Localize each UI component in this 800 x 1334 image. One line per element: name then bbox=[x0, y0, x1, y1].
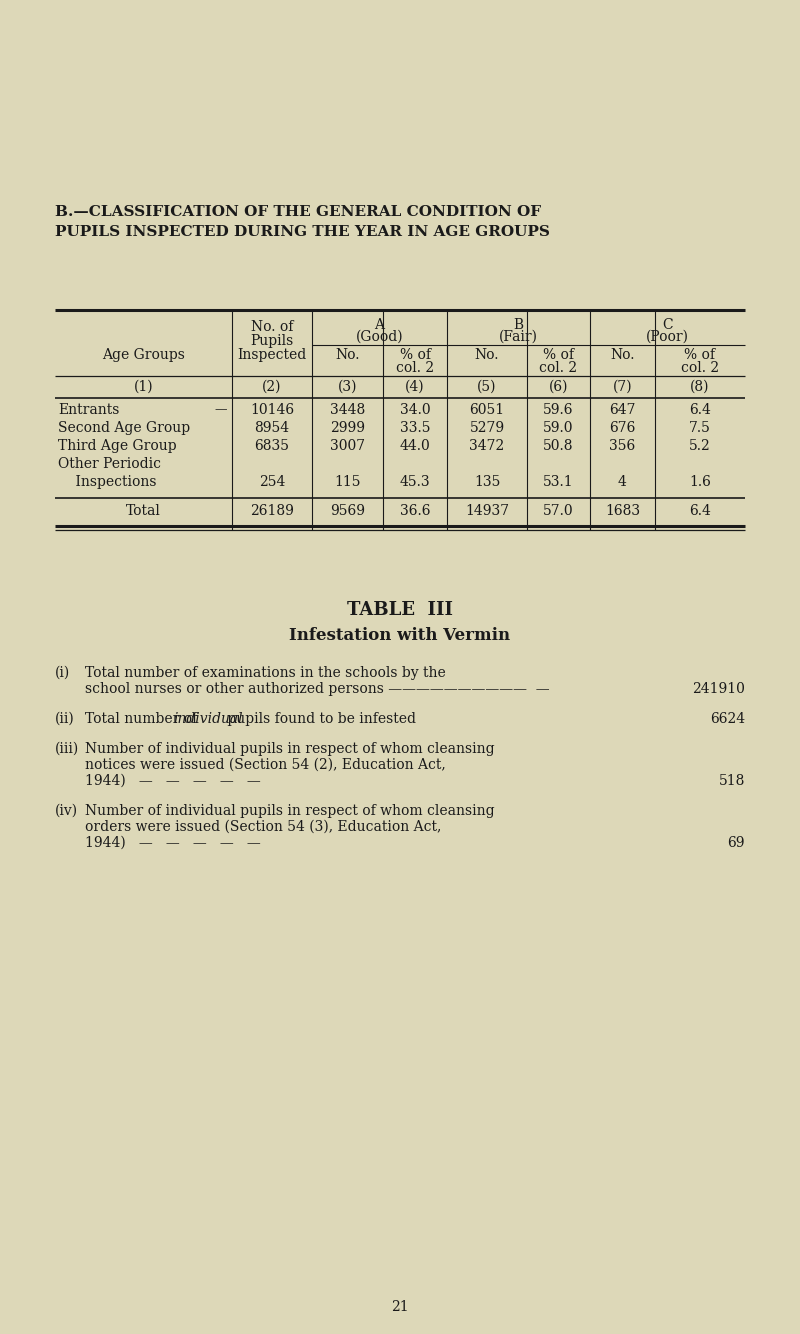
Text: Total: Total bbox=[126, 504, 161, 518]
Text: 4: 4 bbox=[618, 475, 627, 490]
Text: 241910: 241910 bbox=[692, 682, 745, 696]
Text: 59.6: 59.6 bbox=[543, 403, 574, 418]
Text: B: B bbox=[514, 317, 523, 332]
Text: 59.0: 59.0 bbox=[543, 422, 574, 435]
Text: notices were issued (Section 54 (2), Education Act,: notices were issued (Section 54 (2), Edu… bbox=[85, 758, 446, 772]
Text: (ii): (ii) bbox=[55, 712, 74, 726]
Text: 53.1: 53.1 bbox=[543, 475, 574, 490]
Text: 356: 356 bbox=[610, 439, 636, 454]
Text: individual: individual bbox=[173, 712, 242, 726]
Text: (2): (2) bbox=[262, 380, 282, 394]
Text: PUPILS INSPECTED DURING THE YEAR IN AGE GROUPS: PUPILS INSPECTED DURING THE YEAR IN AGE … bbox=[55, 225, 550, 239]
Text: 14937: 14937 bbox=[465, 504, 509, 518]
Text: 8954: 8954 bbox=[254, 422, 290, 435]
Text: 6624: 6624 bbox=[710, 712, 745, 726]
Text: 1683: 1683 bbox=[605, 504, 640, 518]
Text: 7.5: 7.5 bbox=[689, 422, 711, 435]
Text: Other Periodic: Other Periodic bbox=[58, 458, 161, 471]
Text: A: A bbox=[374, 317, 385, 332]
Text: % of: % of bbox=[399, 348, 430, 362]
Text: orders were issued (Section 54 (3), Education Act,: orders were issued (Section 54 (3), Educ… bbox=[85, 820, 442, 834]
Text: Total number of examinations in the schools by the: Total number of examinations in the scho… bbox=[85, 666, 446, 680]
Text: (5): (5) bbox=[478, 380, 497, 394]
Text: % of: % of bbox=[543, 348, 574, 362]
Text: 34.0: 34.0 bbox=[400, 403, 430, 418]
Text: (iv): (iv) bbox=[55, 804, 78, 818]
Text: 1944)   —   —   —   —   —: 1944) — — — — — bbox=[85, 836, 261, 850]
Text: 676: 676 bbox=[610, 422, 636, 435]
Text: 21: 21 bbox=[391, 1301, 409, 1314]
Text: —: — bbox=[214, 403, 227, 416]
Text: Inspected: Inspected bbox=[238, 348, 306, 362]
Text: 3448: 3448 bbox=[330, 403, 365, 418]
Text: 10146: 10146 bbox=[250, 403, 294, 418]
Text: 1.6: 1.6 bbox=[689, 475, 711, 490]
Text: (i): (i) bbox=[55, 666, 70, 680]
Text: (7): (7) bbox=[613, 380, 632, 394]
Text: % of: % of bbox=[685, 348, 715, 362]
Text: 518: 518 bbox=[718, 774, 745, 788]
Text: Third Age Group: Third Age Group bbox=[58, 439, 177, 454]
Text: Infestation with Vermin: Infestation with Vermin bbox=[290, 627, 510, 644]
Text: 3472: 3472 bbox=[470, 439, 505, 454]
Text: (8): (8) bbox=[690, 380, 710, 394]
Text: (iii): (iii) bbox=[55, 742, 79, 756]
Text: 69: 69 bbox=[727, 836, 745, 850]
Text: C: C bbox=[662, 317, 673, 332]
Text: No. of: No. of bbox=[251, 320, 293, 334]
Text: 6.4: 6.4 bbox=[689, 403, 711, 418]
Text: (Poor): (Poor) bbox=[646, 329, 689, 344]
Text: 3007: 3007 bbox=[330, 439, 365, 454]
Text: Number of individual pupils in respect of whom cleansing: Number of individual pupils in respect o… bbox=[85, 742, 494, 756]
Text: 2999: 2999 bbox=[330, 422, 365, 435]
Text: 26189: 26189 bbox=[250, 504, 294, 518]
Text: 44.0: 44.0 bbox=[400, 439, 430, 454]
Text: No.: No. bbox=[474, 348, 499, 362]
Text: Pupils: Pupils bbox=[250, 334, 294, 348]
Text: 50.8: 50.8 bbox=[543, 439, 574, 454]
Text: Total number of: Total number of bbox=[85, 712, 202, 726]
Text: 647: 647 bbox=[610, 403, 636, 418]
Text: 5.2: 5.2 bbox=[689, 439, 711, 454]
Text: Entrants: Entrants bbox=[58, 403, 119, 418]
Text: TABLE  III: TABLE III bbox=[347, 602, 453, 619]
Text: col. 2: col. 2 bbox=[539, 362, 578, 375]
Text: Second Age Group: Second Age Group bbox=[58, 422, 190, 435]
Text: 6051: 6051 bbox=[470, 403, 505, 418]
Text: B.—CLASSIFICATION OF THE GENERAL CONDITION OF: B.—CLASSIFICATION OF THE GENERAL CONDITI… bbox=[55, 205, 541, 219]
Text: 9569: 9569 bbox=[330, 504, 365, 518]
Text: 33.5: 33.5 bbox=[400, 422, 430, 435]
Text: Inspections: Inspections bbox=[58, 475, 157, 490]
Text: school nurses or other authorized persons ——————————  —: school nurses or other authorized person… bbox=[85, 682, 550, 696]
Text: No.: No. bbox=[610, 348, 634, 362]
Text: Number of individual pupils in respect of whom cleansing: Number of individual pupils in respect o… bbox=[85, 804, 494, 818]
Text: 6835: 6835 bbox=[254, 439, 290, 454]
Text: col. 2: col. 2 bbox=[396, 362, 434, 375]
Text: pupils found to be infested: pupils found to be infested bbox=[223, 712, 416, 726]
Text: col. 2: col. 2 bbox=[681, 362, 719, 375]
Text: 6.4: 6.4 bbox=[689, 504, 711, 518]
Text: 5279: 5279 bbox=[470, 422, 505, 435]
Text: 36.6: 36.6 bbox=[400, 504, 430, 518]
Text: 57.0: 57.0 bbox=[543, 504, 574, 518]
Text: 135: 135 bbox=[474, 475, 500, 490]
Text: 45.3: 45.3 bbox=[400, 475, 430, 490]
Text: 1944)   —   —   —   —   —: 1944) — — — — — bbox=[85, 774, 261, 788]
Text: 254: 254 bbox=[259, 475, 285, 490]
Text: (1): (1) bbox=[134, 380, 154, 394]
Text: (Good): (Good) bbox=[356, 329, 403, 344]
Text: Age Groups: Age Groups bbox=[102, 348, 185, 362]
Text: (6): (6) bbox=[549, 380, 568, 394]
Text: 115: 115 bbox=[334, 475, 361, 490]
Text: (3): (3) bbox=[338, 380, 358, 394]
Text: (Fair): (Fair) bbox=[499, 329, 538, 344]
Text: No.: No. bbox=[335, 348, 360, 362]
Text: (4): (4) bbox=[405, 380, 425, 394]
